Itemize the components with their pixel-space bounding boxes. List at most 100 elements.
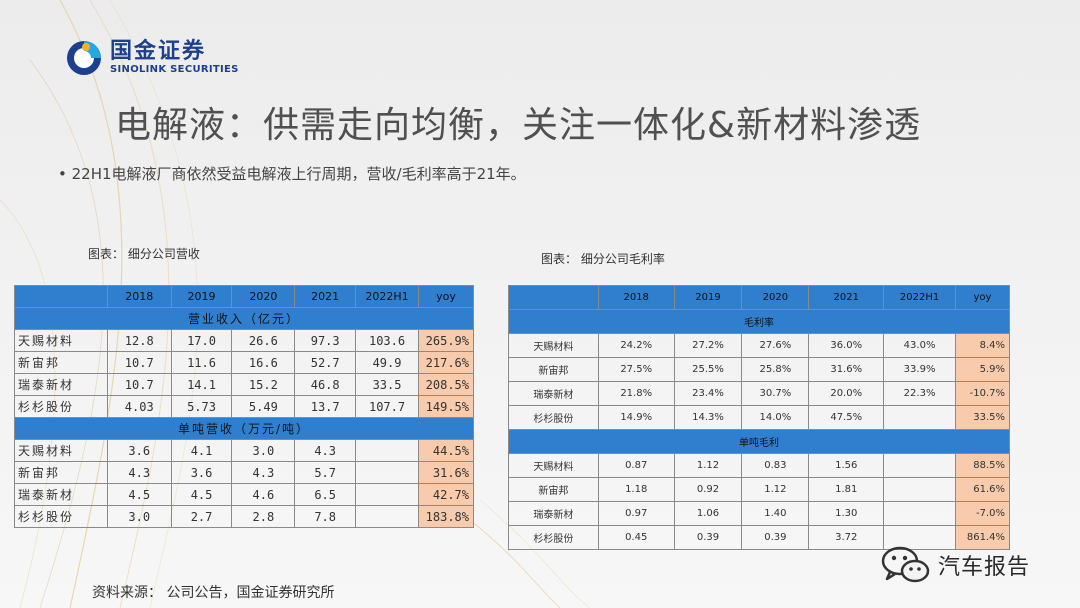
table-cell: 27.5% — [597, 357, 675, 382]
yoy-cell: 31.6% — [417, 461, 475, 484]
table-row: 杉杉股份 3.0 2.7 2.8 7.8 183.8% — [14, 505, 475, 528]
table-cell: 1.12 — [673, 453, 743, 478]
brand-name-en: SINOLINK SECURITIES — [110, 64, 239, 75]
table-cell: 4.5 — [106, 483, 172, 506]
table-cell — [883, 477, 956, 502]
table-cell: 25.8% — [741, 357, 810, 382]
table-row: 新宙邦 10.7 11.6 16.6 52.7 49.9 217.6% — [14, 351, 475, 374]
table-header-row: 2018 2019 2020 2021 2022H1 yoy — [508, 285, 1010, 310]
company-name: 杉杉股份 — [14, 505, 108, 528]
table-cell: 1.56 — [808, 453, 885, 478]
company-name: 瑞泰新材 — [508, 501, 599, 526]
table-cell: 3.6 — [106, 439, 172, 462]
table-cell — [355, 505, 419, 528]
table-cell: 5.73 — [170, 395, 233, 418]
brand-name-cn: 国金证券 — [110, 39, 207, 64]
table-cell: 103.6 — [355, 329, 419, 352]
table-cell: 0.97 — [597, 501, 675, 526]
yoy-cell: 265.9% — [417, 329, 475, 352]
table-row: 杉杉股份 0.45 0.39 0.39 3.72 861.4% — [508, 525, 1010, 550]
table-row: 杉杉股份 14.9% 14.3% 14.0% 47.5% 33.5% — [508, 405, 1010, 430]
section-label: 营业收入（亿元） — [14, 307, 474, 330]
table-cell: 5.49 — [231, 395, 296, 418]
company-name: 杉杉股份 — [14, 395, 108, 418]
table-cell: 27.6% — [741, 333, 810, 358]
table-cell: 24.2% — [597, 333, 675, 358]
watermark-text: 汽车报告 — [938, 555, 1031, 580]
table-cell: 10.7 — [106, 351, 172, 374]
table-cell — [883, 525, 956, 550]
table-cell: 1.06 — [673, 501, 743, 526]
table-cell: 12.8 — [106, 329, 172, 352]
table-cell: 0.87 — [597, 453, 675, 478]
section-label: 单吨营收（万元/吨） — [14, 417, 474, 440]
table-cell: 15.2 — [231, 373, 296, 396]
table-cell: 1.18 — [597, 477, 675, 502]
sinolink-logo-icon — [67, 41, 101, 75]
table-cell: 0.83 — [741, 453, 810, 478]
table-cell: 43.0% — [883, 333, 956, 358]
table-cell: 10.7 — [106, 373, 172, 396]
company-name: 瑞泰新材 — [14, 373, 108, 396]
section-band: 毛利率 — [508, 309, 1010, 334]
section-band: 单吨毛利 — [508, 429, 1010, 454]
company-name: 天赐材料 — [508, 453, 599, 478]
company-name: 新宙邦 — [508, 477, 599, 502]
left-table-caption: 图表： 细分公司营收 — [88, 247, 200, 261]
table-cell: 1.40 — [741, 501, 810, 526]
yoy-cell: 44.5% — [417, 439, 475, 462]
table-cell: 23.4% — [673, 381, 743, 406]
yoy-cell: 5.9% — [955, 357, 1010, 382]
company-name: 瑞泰新材 — [14, 483, 108, 506]
table-cell: 4.5 — [170, 483, 233, 506]
table-cell: 52.7 — [294, 351, 357, 374]
yoy-cell: 61.6% — [955, 477, 1010, 502]
table-row: 瑞泰新材 10.7 14.1 15.2 46.8 33.5 208.5% — [14, 373, 475, 396]
company-name: 新宙邦 — [14, 461, 108, 484]
table-cell — [883, 501, 956, 526]
company-name: 新宙邦 — [508, 357, 599, 382]
section-band: 单吨营收（万元/吨） — [14, 417, 474, 440]
header-cell: 2020 — [741, 285, 810, 310]
header-cell: 2019 — [673, 285, 743, 310]
company-name: 杉杉股份 — [508, 405, 599, 430]
table-cell: 47.5% — [808, 405, 885, 430]
company-name: 天赐材料 — [14, 329, 108, 352]
table-row: 新宙邦 27.5% 25.5% 25.8% 31.6% 33.9% 5.9% — [508, 357, 1010, 382]
company-name: 新宙邦 — [14, 351, 108, 374]
table-cell: 0.45 — [597, 525, 675, 550]
header-cell: 2022H1 — [883, 285, 956, 310]
table-cell: 46.8 — [294, 373, 357, 396]
table-cell: 16.6 — [231, 351, 296, 374]
yoy-cell: 861.4% — [955, 525, 1010, 550]
header-cell: yoy — [417, 285, 475, 308]
table-cell: 0.39 — [741, 525, 810, 550]
table-cell: 14.0% — [741, 405, 810, 430]
yoy-cell: 217.6% — [417, 351, 475, 374]
table-row: 瑞泰新材 4.5 4.5 4.6 6.5 42.7% — [14, 483, 475, 506]
table-cell: 13.7 — [294, 395, 357, 418]
section-label: 单吨毛利 — [508, 429, 1010, 454]
table-cell: 2.8 — [231, 505, 296, 528]
table-row: 瑞泰新材 0.97 1.06 1.40 1.30 -7.0% — [508, 501, 1010, 526]
brand-logo: 国金证券 SINOLINK SECURITIES — [64, 38, 239, 78]
table-cell — [355, 439, 419, 462]
table-cell: 3.0 — [106, 505, 172, 528]
header-cell: 2019 — [170, 285, 233, 308]
table-row: 新宙邦 1.18 0.92 1.12 1.81 61.6% — [508, 477, 1010, 502]
table-cell: 14.1 — [170, 373, 233, 396]
table-row: 天赐材料 24.2% 27.2% 27.6% 36.0% 43.0% 8.4% — [508, 333, 1010, 358]
company-name: 杉杉股份 — [508, 525, 599, 550]
table-cell — [355, 483, 419, 506]
table-cell: 4.3 — [294, 439, 357, 462]
table-cell: 5.7 — [294, 461, 357, 484]
table-row: 天赐材料 3.6 4.1 3.0 4.3 44.5% — [14, 439, 475, 462]
table-cell: 1.12 — [741, 477, 810, 502]
table-cell: 2.7 — [170, 505, 233, 528]
table-cell: 11.6 — [170, 351, 233, 374]
header-cell: 2020 — [231, 285, 296, 308]
table-row: 天赐材料 12.8 17.0 26.6 97.3 103.6 265.9% — [14, 329, 475, 352]
yoy-cell: 149.5% — [417, 395, 475, 418]
table-row: 杉杉股份 4.03 5.73 5.49 13.7 107.7 149.5% — [14, 395, 475, 418]
table-cell: 33.9% — [883, 357, 956, 382]
